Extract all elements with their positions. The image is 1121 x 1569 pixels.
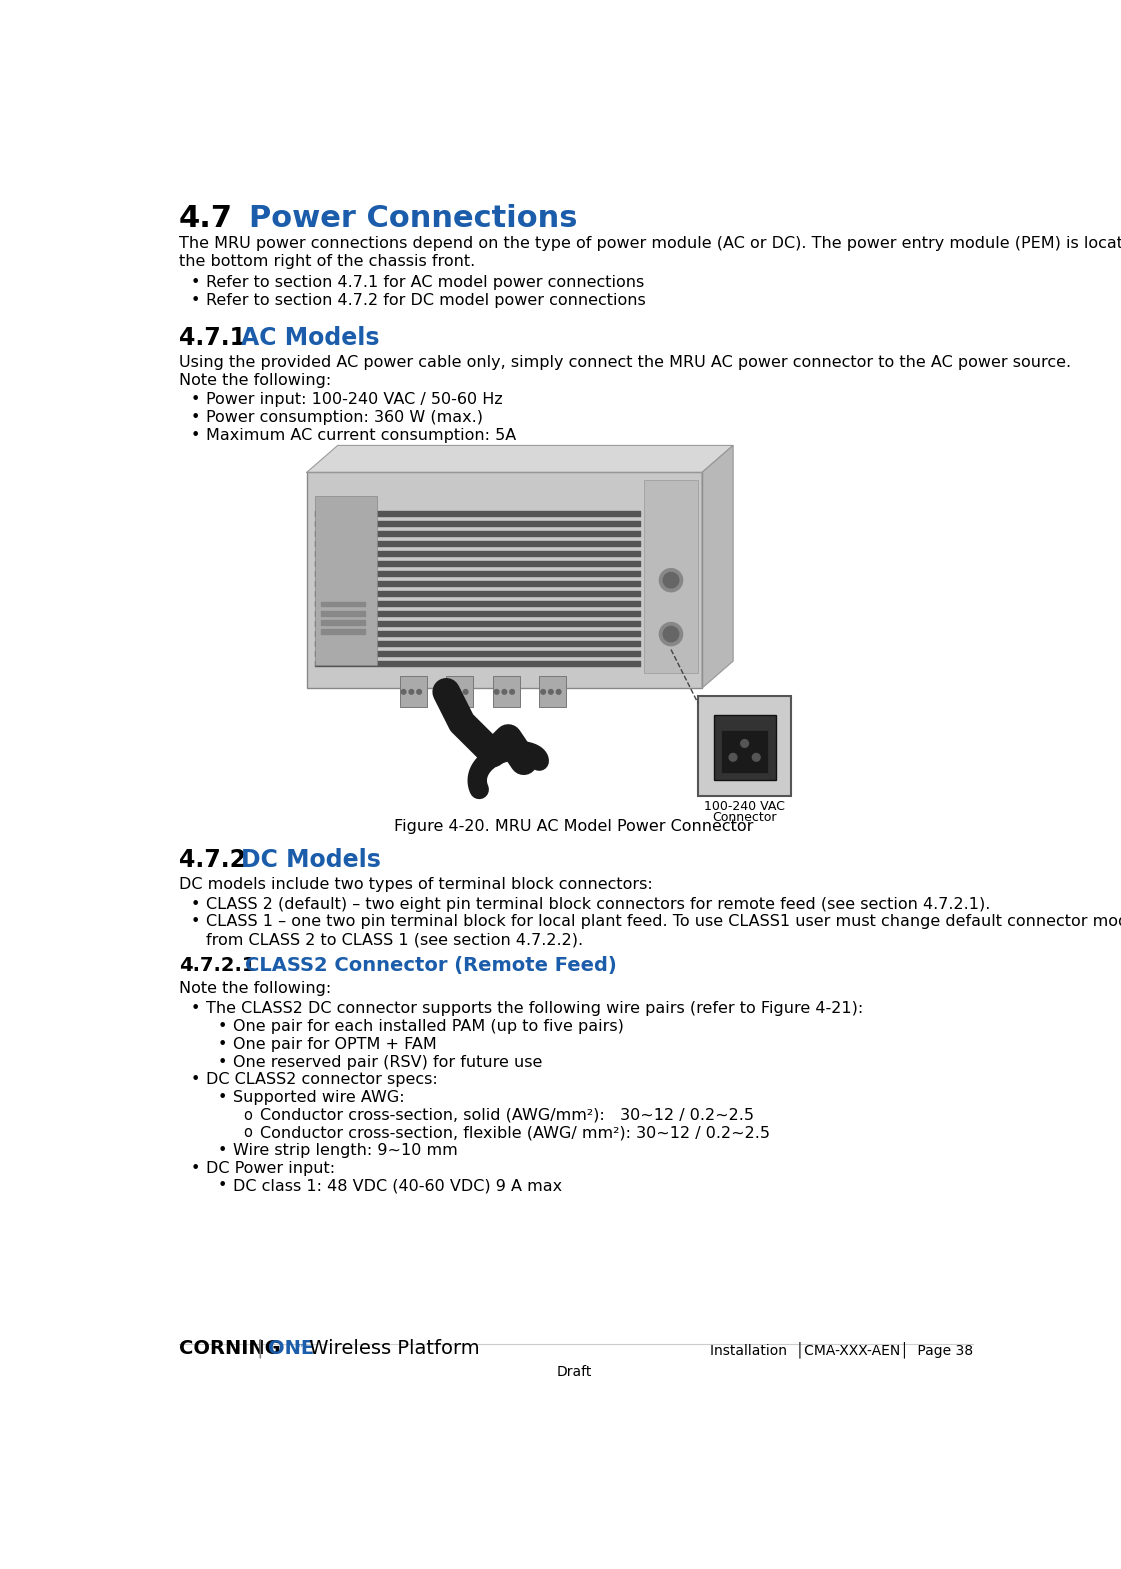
Text: Power input: 100-240 VAC / 50-60 Hz: Power input: 100-240 VAC / 50-60 Hz: [206, 392, 502, 408]
Text: The MRU power connections depend on the type of power module (AC or DC). The pow: The MRU power connections depend on the …: [179, 235, 1121, 251]
Text: 100-240 VAC: 100-240 VAC: [704, 800, 785, 813]
Circle shape: [540, 689, 546, 693]
Text: One pair for OPTM + FAM: One pair for OPTM + FAM: [233, 1037, 437, 1051]
Circle shape: [741, 739, 749, 747]
Text: Wireless Platform: Wireless Platform: [303, 1338, 480, 1357]
Bar: [643, 480, 698, 673]
Text: •: •: [191, 293, 200, 308]
Text: •: •: [191, 410, 200, 425]
Text: •: •: [217, 1090, 226, 1105]
Text: Using the provided AC power cable only, simply connect the MRU AC power connecto: Using the provided AC power cable only, …: [179, 355, 1071, 370]
Circle shape: [401, 689, 406, 693]
Text: the bottom right of the chassis front.: the bottom right of the chassis front.: [179, 254, 475, 268]
Text: •: •: [191, 1072, 200, 1087]
Text: DC class 1: 48 VDC (40-60 VDC) 9 A max: DC class 1: 48 VDC (40-60 VDC) 9 A max: [233, 1178, 563, 1194]
Text: Wire strip length: 9~10 mm: Wire strip length: 9~10 mm: [233, 1144, 457, 1158]
Text: DC models include two types of terminal block connectors:: DC models include two types of terminal …: [179, 877, 652, 893]
Text: |: |: [257, 1338, 263, 1357]
Circle shape: [659, 568, 683, 592]
Text: One pair for each installed PAM (up to five pairs): One pair for each installed PAM (up to f…: [233, 1020, 624, 1034]
Circle shape: [494, 689, 499, 693]
Text: •: •: [191, 915, 200, 929]
Text: Draft: Draft: [556, 1365, 592, 1379]
Text: Power consumption: 360 W (max.): Power consumption: 360 W (max.): [206, 410, 483, 425]
Circle shape: [664, 573, 678, 588]
Text: •: •: [191, 275, 200, 290]
Circle shape: [409, 689, 414, 693]
Bar: [722, 730, 768, 772]
Text: Connector: Connector: [712, 811, 777, 824]
Circle shape: [752, 753, 760, 761]
Text: DC CLASS2 connector specs:: DC CLASS2 connector specs:: [206, 1072, 437, 1087]
Text: •: •: [191, 896, 200, 912]
Text: Note the following:: Note the following:: [179, 373, 331, 388]
Circle shape: [463, 689, 467, 693]
Text: •: •: [217, 1037, 226, 1051]
Bar: [698, 695, 791, 795]
Text: •: •: [191, 428, 200, 442]
Text: Refer to section 4.7.2 for DC model power connections: Refer to section 4.7.2 for DC model powe…: [206, 293, 646, 308]
Text: Note the following:: Note the following:: [179, 981, 331, 996]
Bar: [307, 472, 702, 689]
Text: •: •: [217, 1020, 226, 1034]
Text: CLASS 2 (default) – two eight pin terminal block connectors for remote feed (see: CLASS 2 (default) – two eight pin termin…: [206, 896, 990, 912]
Polygon shape: [702, 446, 733, 689]
Circle shape: [729, 753, 736, 761]
Text: CORNING: CORNING: [179, 1338, 280, 1357]
Bar: [315, 496, 377, 665]
Circle shape: [455, 689, 461, 693]
Text: Maximum AC current consumption: 5A: Maximum AC current consumption: 5A: [206, 428, 517, 442]
Text: 4.7.2.1: 4.7.2.1: [179, 956, 256, 974]
Text: AC Models: AC Models: [241, 326, 379, 350]
Circle shape: [664, 626, 678, 642]
Text: One reserved pair (RSV) for future use: One reserved pair (RSV) for future use: [233, 1054, 543, 1070]
Bar: [714, 715, 776, 780]
Bar: [446, 676, 473, 708]
Text: •: •: [191, 392, 200, 408]
Text: Figure 4-20. MRU AC Model Power Connector: Figure 4-20. MRU AC Model Power Connecto…: [395, 819, 753, 833]
Text: The CLASS2 DC connector supports the following wire pairs (refer to Figure 4-21): The CLASS2 DC connector supports the fol…: [206, 1001, 863, 1017]
Text: •: •: [217, 1144, 226, 1158]
Text: Conductor cross-section, solid (AWG/mm²):   30~12 / 0.2~2.5: Conductor cross-section, solid (AWG/mm²)…: [260, 1108, 754, 1123]
Circle shape: [556, 689, 560, 693]
Text: Supported wire AWG:: Supported wire AWG:: [233, 1090, 405, 1105]
Text: •: •: [191, 1001, 200, 1017]
Text: 4.7: 4.7: [179, 204, 233, 232]
Text: o: o: [243, 1125, 252, 1141]
Circle shape: [510, 689, 515, 693]
Text: ONE: ONE: [268, 1338, 314, 1357]
Text: o: o: [243, 1108, 252, 1123]
Text: from CLASS 2 to CLASS 1 (see section 4.7.2.2).: from CLASS 2 to CLASS 1 (see section 4.7…: [206, 932, 583, 948]
Text: Conductor cross-section, flexible (AWG/ mm²): 30~12 / 0.2~2.5: Conductor cross-section, flexible (AWG/ …: [260, 1125, 770, 1141]
Text: Installation  │CMA-XXX-AEN│  Page 38: Installation │CMA-XXX-AEN│ Page 38: [710, 1341, 973, 1357]
Text: •: •: [217, 1178, 226, 1194]
Bar: [493, 676, 520, 708]
Bar: [400, 676, 427, 708]
Circle shape: [659, 623, 683, 646]
Text: 4.7.2: 4.7.2: [179, 849, 245, 872]
Polygon shape: [307, 446, 733, 472]
Circle shape: [502, 689, 507, 693]
Text: 4.7.1: 4.7.1: [179, 326, 245, 350]
Text: •: •: [217, 1054, 226, 1070]
Bar: [539, 676, 566, 708]
Text: CLASS2 Connector (Remote Feed): CLASS2 Connector (Remote Feed): [244, 956, 617, 974]
Text: CLASS 1 – one two pin terminal block for local plant feed. To use CLASS1 user mu: CLASS 1 – one two pin terminal block for…: [206, 915, 1121, 929]
Text: Power Connections: Power Connections: [249, 204, 577, 232]
Text: DC Power input:: DC Power input:: [206, 1161, 335, 1175]
Text: •: •: [191, 1161, 200, 1175]
Circle shape: [447, 689, 453, 693]
Circle shape: [548, 689, 553, 693]
Text: DC Models: DC Models: [241, 849, 381, 872]
Text: ™: ™: [297, 1341, 306, 1352]
Circle shape: [417, 689, 421, 693]
Text: Refer to section 4.7.1 for AC model power connections: Refer to section 4.7.1 for AC model powe…: [206, 275, 645, 290]
